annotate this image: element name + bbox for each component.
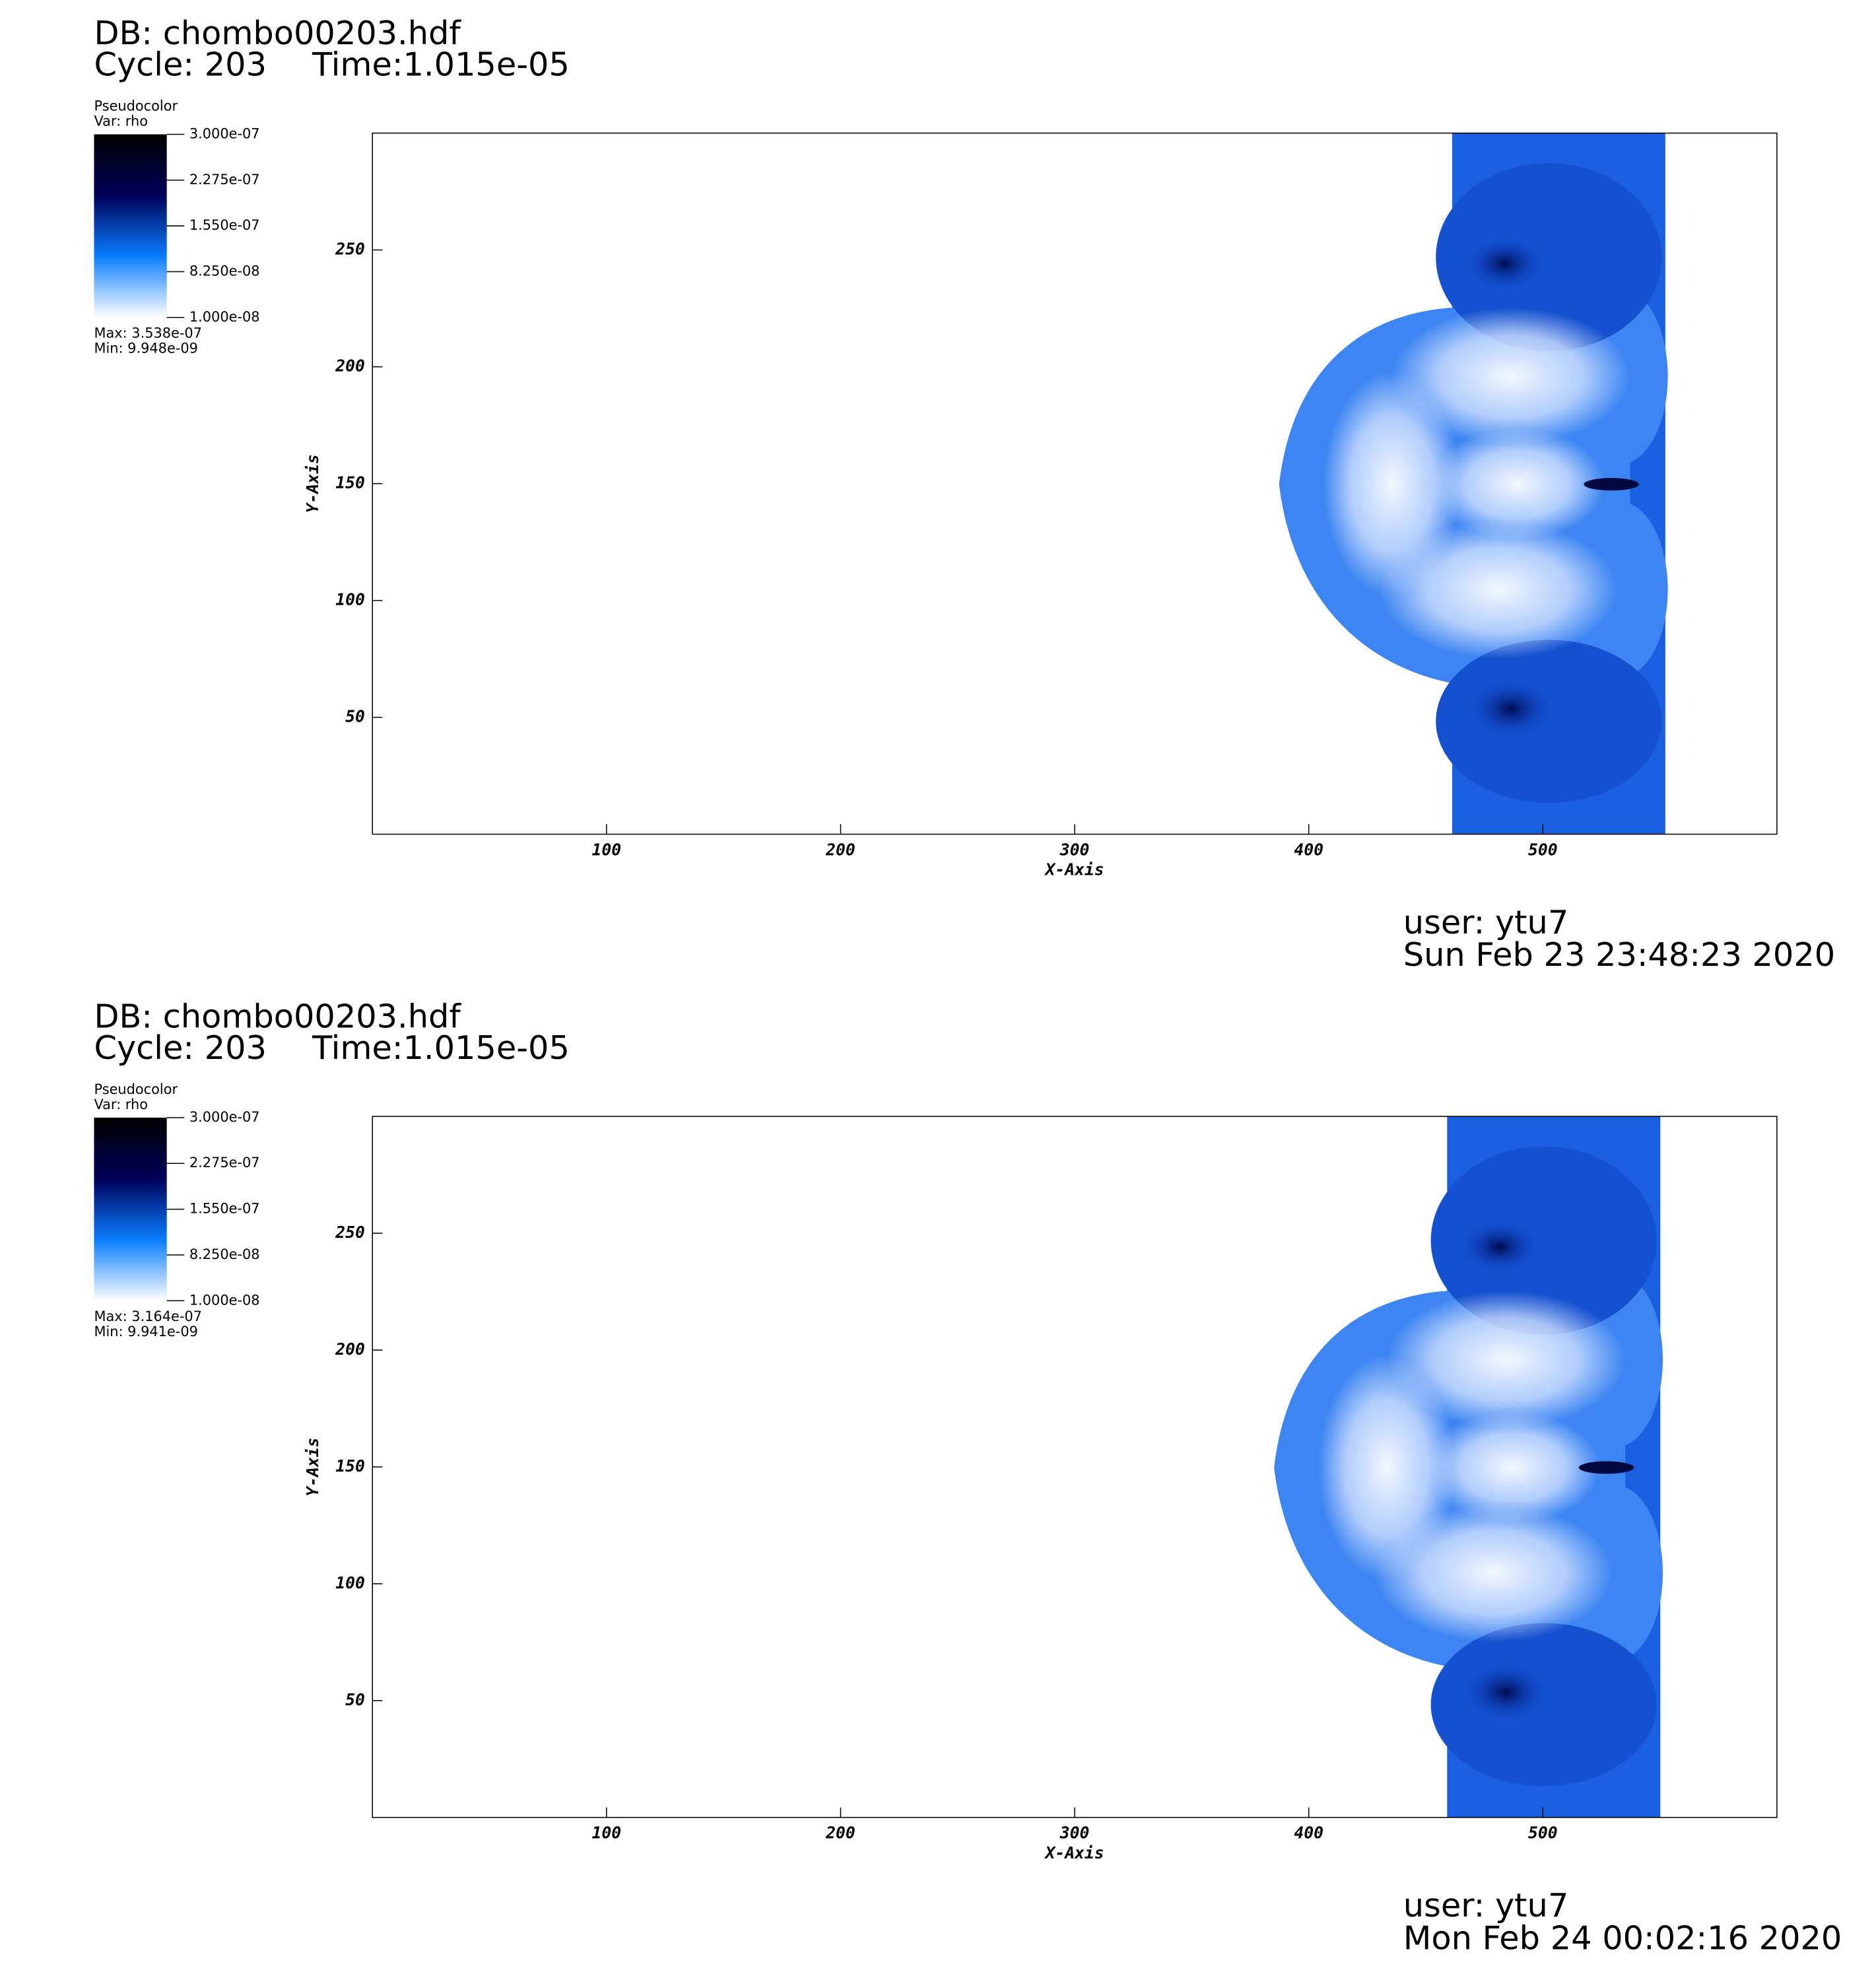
time: Time:1.015e-05 bbox=[312, 1029, 570, 1067]
y-tick-label: 150 bbox=[335, 1456, 365, 1476]
colorbar-tick-label: 3.000e-07 bbox=[189, 126, 260, 142]
colorbar-tick-label: 8.250e-08 bbox=[189, 1246, 260, 1262]
cycle: Cycle: 203 bbox=[94, 1029, 267, 1067]
y-axis-label: Y-Axis bbox=[303, 1437, 322, 1496]
colorbar-tick-label: 1.550e-07 bbox=[189, 1201, 260, 1217]
legend-min: Min: 9.941e-09 bbox=[94, 1324, 197, 1340]
date: Mon Feb 24 00:02:16 2020 bbox=[1403, 1919, 1842, 1957]
db-name: DB: chombo00203.hdf bbox=[94, 997, 461, 1035]
colorbar-tick-label: 8.250e-08 bbox=[189, 263, 260, 279]
colorbar bbox=[94, 1117, 167, 1301]
legend-var: Var: rho bbox=[94, 1097, 148, 1112]
cycle: Cycle: 203 bbox=[94, 45, 267, 83]
colorbar-tick-label: 1.550e-07 bbox=[189, 217, 260, 233]
legend-min: Min: 9.948e-09 bbox=[94, 340, 197, 356]
time: Time:1.015e-05 bbox=[312, 45, 570, 83]
colorbar-tick-label: 3.000e-07 bbox=[189, 1109, 260, 1125]
colorbar-tick-label: 2.275e-07 bbox=[189, 172, 260, 187]
legend-var: Var: rho bbox=[94, 114, 148, 129]
x-tick-label: 200 bbox=[825, 1823, 855, 1843]
colorbar-tick-label: 1.000e-08 bbox=[189, 1292, 260, 1308]
user: user: ytu7 bbox=[1403, 903, 1568, 941]
x-axis-label: X-Axis bbox=[1044, 1843, 1104, 1862]
y-tick-label: 250 bbox=[335, 1223, 365, 1242]
density-field bbox=[1279, 133, 1668, 834]
x-tick-label: 500 bbox=[1528, 840, 1558, 859]
colorbar bbox=[94, 134, 167, 318]
y-tick-label: 50 bbox=[345, 1690, 365, 1709]
x-axis-label: X-Axis bbox=[1044, 860, 1104, 879]
x-tick-label: 400 bbox=[1294, 1823, 1323, 1843]
density-field bbox=[1274, 1116, 1663, 1817]
db-name: DB: chombo00203.hdf bbox=[94, 14, 461, 52]
legend-max: Max: 3.538e-07 bbox=[94, 325, 202, 341]
colorbar-tick-label: 1.000e-08 bbox=[189, 309, 260, 325]
x-tick-label: 400 bbox=[1294, 840, 1323, 859]
legend-title: Pseudocolor bbox=[94, 1081, 178, 1097]
y-tick-label: 200 bbox=[335, 1340, 365, 1359]
date: Sun Feb 23 23:48:23 2020 bbox=[1403, 935, 1835, 974]
y-tick-label: 100 bbox=[335, 590, 365, 609]
legend-max: Max: 3.164e-07 bbox=[94, 1308, 202, 1324]
x-tick-label: 300 bbox=[1059, 840, 1090, 859]
x-tick-label: 100 bbox=[592, 1823, 622, 1843]
y-tick-label: 100 bbox=[335, 1573, 365, 1592]
y-tick-label: 150 bbox=[335, 473, 365, 493]
y-tick-label: 250 bbox=[335, 240, 365, 259]
y-axis-label: Y-Axis bbox=[303, 454, 322, 513]
colorbar-tick-label: 2.275e-07 bbox=[189, 1155, 260, 1171]
x-tick-label: 300 bbox=[1059, 1823, 1090, 1843]
x-tick-label: 500 bbox=[1528, 1823, 1558, 1843]
y-tick-label: 200 bbox=[335, 357, 365, 376]
x-tick-label: 200 bbox=[825, 840, 855, 859]
y-tick-label: 50 bbox=[345, 707, 365, 726]
x-tick-label: 100 bbox=[592, 840, 622, 859]
legend-title: Pseudocolor bbox=[94, 98, 178, 114]
user: user: ytu7 bbox=[1403, 1886, 1568, 1924]
